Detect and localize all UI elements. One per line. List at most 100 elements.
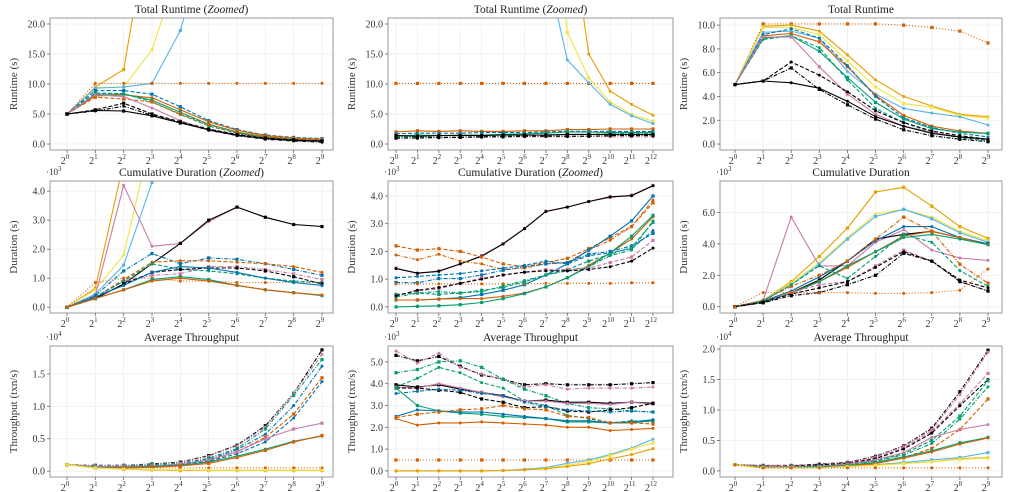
multiplier-exponent: 3 [728, 165, 732, 173]
data-point-marker [651, 246, 655, 250]
data-point-marker [263, 437, 267, 441]
data-point-marker [150, 181, 154, 185]
data-point-marker [845, 259, 850, 263]
y-tick-label: 15.0 [28, 50, 46, 61]
series-line [66, 18, 134, 115]
series-black-dashdot [394, 134, 655, 140]
data-point-marker [235, 81, 239, 85]
series-pink-dashdot [733, 350, 990, 467]
data-point-marker [292, 281, 296, 285]
data-point-marker [458, 135, 462, 139]
series-line [66, 18, 164, 115]
data-point-marker [986, 131, 990, 135]
data-point-marker [930, 217, 934, 221]
data-point-marker [544, 269, 548, 273]
data-point-marker [565, 30, 569, 34]
data-point-marker [122, 104, 126, 108]
data-point-marker [651, 281, 655, 285]
data-point-marker [437, 252, 441, 256]
data-point-marker [93, 281, 97, 285]
data-point-marker [958, 402, 962, 406]
data-point-marker [608, 89, 612, 93]
y-axis-label: Throughput (txn/s) [8, 369, 20, 453]
x-tick-exponent: 3 [459, 316, 463, 324]
data-point-marker [817, 291, 821, 295]
data-point-marker [480, 131, 484, 135]
series-line [734, 268, 989, 308]
data-point-marker [437, 290, 441, 294]
data-point-marker [394, 282, 398, 286]
x-tick-label: 23 [813, 316, 822, 330]
x-tick-label: 21 [411, 153, 420, 167]
x-tick-exponent: 11 [629, 316, 636, 324]
x-tick-exponent: 2 [122, 153, 126, 161]
data-point-marker [958, 393, 962, 397]
x-tick-exponent: 2 [438, 153, 442, 161]
data-point-marker [150, 262, 154, 266]
data-point-marker [207, 458, 211, 462]
data-point-marker [207, 466, 211, 470]
data-point-marker [902, 447, 906, 451]
x-tick-label: 27 [926, 316, 935, 330]
data-point-marker [874, 265, 878, 269]
x-tick-label: 25 [869, 480, 878, 492]
x-tick-label: 22 [433, 316, 442, 330]
data-point-marker [480, 420, 484, 424]
series-vermillion-solid [65, 93, 324, 141]
data-point-marker [761, 22, 765, 26]
data-point-marker [902, 106, 906, 110]
x-tick-label: 29 [982, 480, 991, 492]
data-point-marker [608, 386, 612, 390]
x-tick-label: 20 [390, 480, 399, 492]
data-point-marker [958, 235, 962, 240]
data-point-marker [544, 467, 548, 471]
data-point-marker [415, 304, 420, 308]
data-point-marker [565, 134, 569, 138]
x-tick-exponent: 6 [236, 480, 240, 488]
y-tick-label: 2.0 [33, 245, 46, 256]
x-tick-exponent: 6 [902, 153, 906, 161]
data-point-marker [789, 283, 793, 287]
chart-panel-9: 0.00.51.01.52.020 21 22 23 24 25 26 27 28 29Avera… [678, 330, 1003, 492]
data-point-marker [986, 41, 990, 45]
data-point-marker [608, 408, 612, 412]
data-point-marker [986, 350, 990, 354]
series-green-solid [65, 434, 324, 469]
data-point-marker [544, 408, 548, 412]
x-tick-label: 20 [390, 153, 399, 167]
y-axis-multiplier: ·103 [384, 330, 400, 342]
x-tick-exponent: 3 [818, 153, 822, 161]
data-point-marker [587, 267, 591, 271]
x-tick-label: 24 [475, 480, 484, 492]
data-point-marker [458, 386, 462, 390]
x-tick-exponent: 4 [480, 153, 484, 161]
y-tick-label: 2.0 [371, 247, 384, 258]
data-point-marker [122, 81, 126, 85]
data-point-marker [986, 348, 990, 352]
data-point-marker [458, 303, 462, 307]
data-point-marker [501, 273, 505, 277]
data-point-marker [874, 466, 878, 470]
data-point-marker [458, 277, 462, 281]
data-point-marker [986, 451, 990, 455]
data-point-marker [480, 292, 484, 297]
data-point-marker [930, 105, 934, 109]
data-point-marker [789, 31, 793, 36]
data-point-marker [986, 140, 990, 144]
data-point-marker [873, 463, 878, 468]
data-point-marker [415, 376, 419, 380]
data-point-marker [630, 194, 634, 198]
series-line [66, 96, 323, 141]
y-tick-label: 1.0 [371, 445, 384, 456]
data-point-marker [501, 400, 505, 404]
data-point-marker [930, 131, 934, 135]
data-point-marker [845, 291, 849, 295]
data-point-marker [437, 351, 441, 355]
data-point-marker [608, 421, 612, 425]
y-tick-label: 4.0 [33, 187, 46, 198]
data-point-marker [458, 408, 462, 412]
data-point-marker [480, 469, 484, 473]
multiplier-exponent: 3 [396, 330, 400, 338]
y-tick-label: 1.0 [33, 274, 46, 285]
data-point-marker [480, 262, 484, 266]
